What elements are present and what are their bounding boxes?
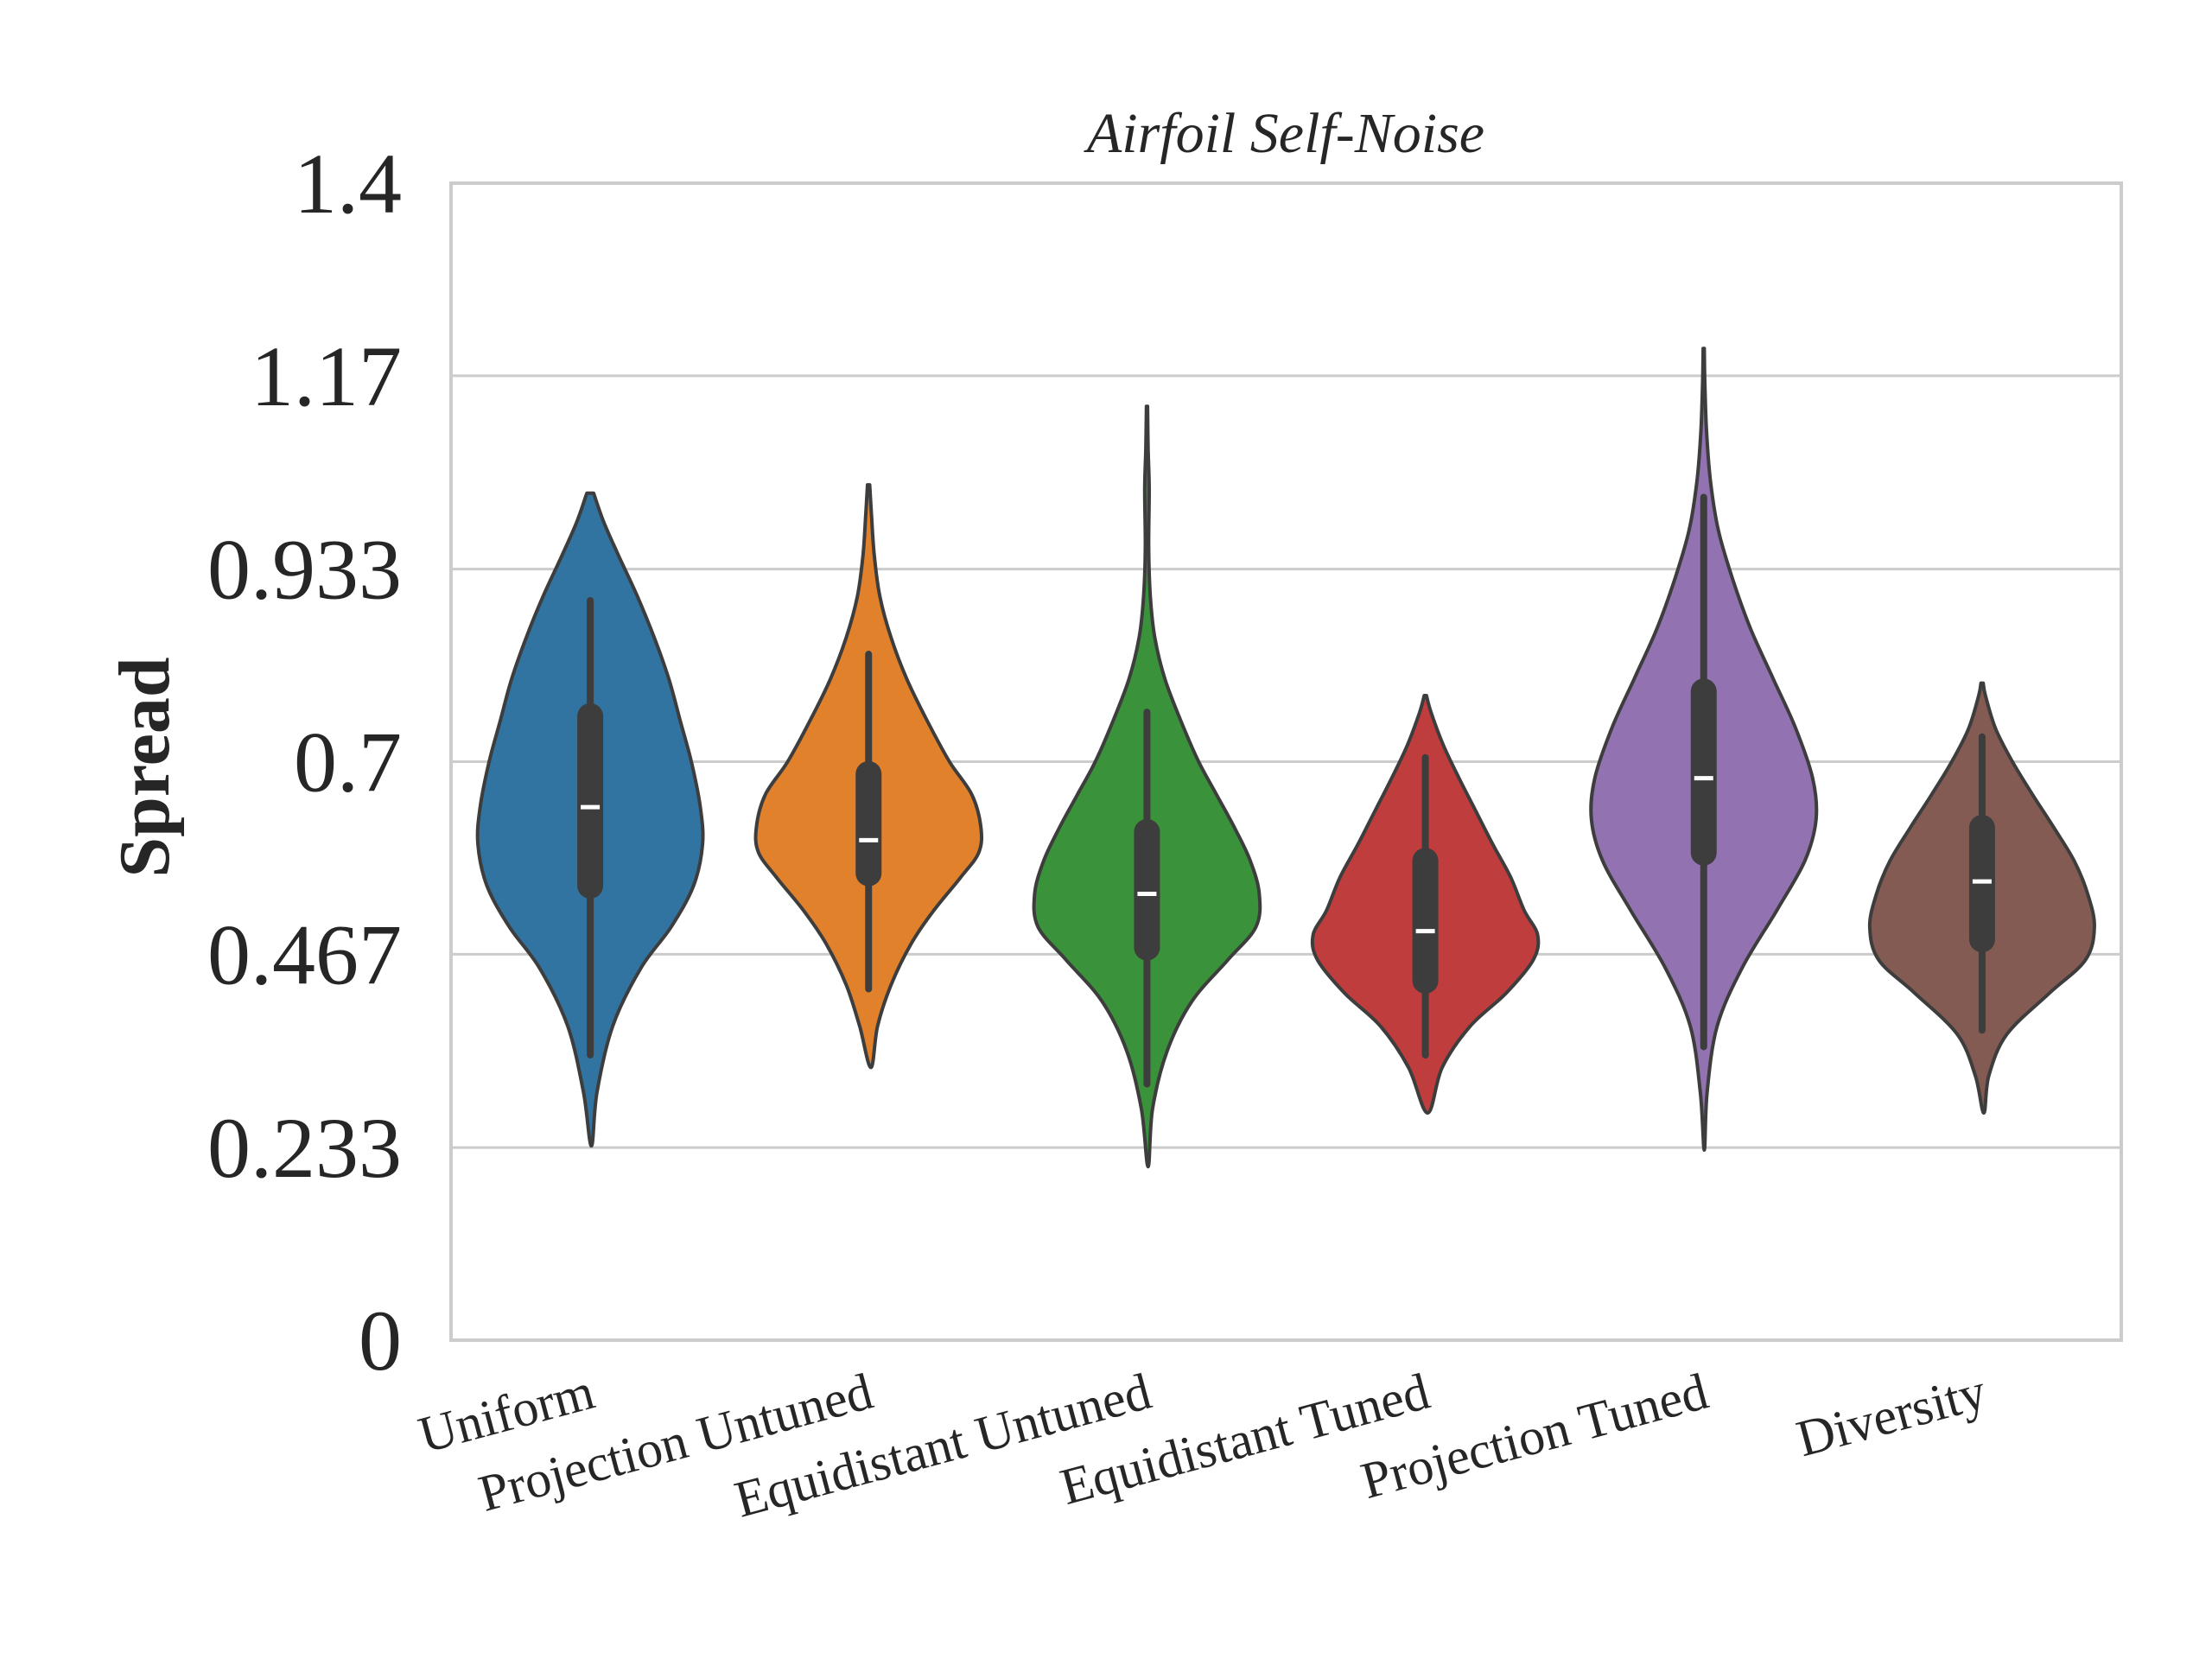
plot-frame (449, 181, 2123, 1342)
violin-equidistant-untuned (1032, 404, 1262, 1169)
violins (475, 346, 2096, 1169)
violin-uniform (475, 491, 705, 1148)
chart-title: Airfoil Self-Noise (1084, 102, 1484, 165)
gridlines (451, 374, 2121, 1149)
y-tick-label: 0.233 (207, 1100, 402, 1196)
y-tick-label: 0.7 (294, 715, 402, 810)
violin-projection-tuned (1589, 346, 1819, 1152)
y-tick-label: 1.17 (251, 328, 402, 424)
y-tick-label: 0.467 (207, 906, 402, 1002)
y-tick-labels: 0 0.233 0.467 0.7 0.933 1.17 1.4 (207, 136, 402, 1389)
y-axis-label: Spread (105, 657, 185, 877)
y-tick-label: 1.4 (294, 136, 402, 232)
y-tick-label: 0.933 (207, 522, 402, 618)
violin-equidistant-tuned (1310, 694, 1541, 1115)
violin-diversity (1867, 681, 2096, 1115)
violin-projection-untuned (753, 483, 984, 1070)
y-tick-label: 0 (359, 1293, 402, 1389)
